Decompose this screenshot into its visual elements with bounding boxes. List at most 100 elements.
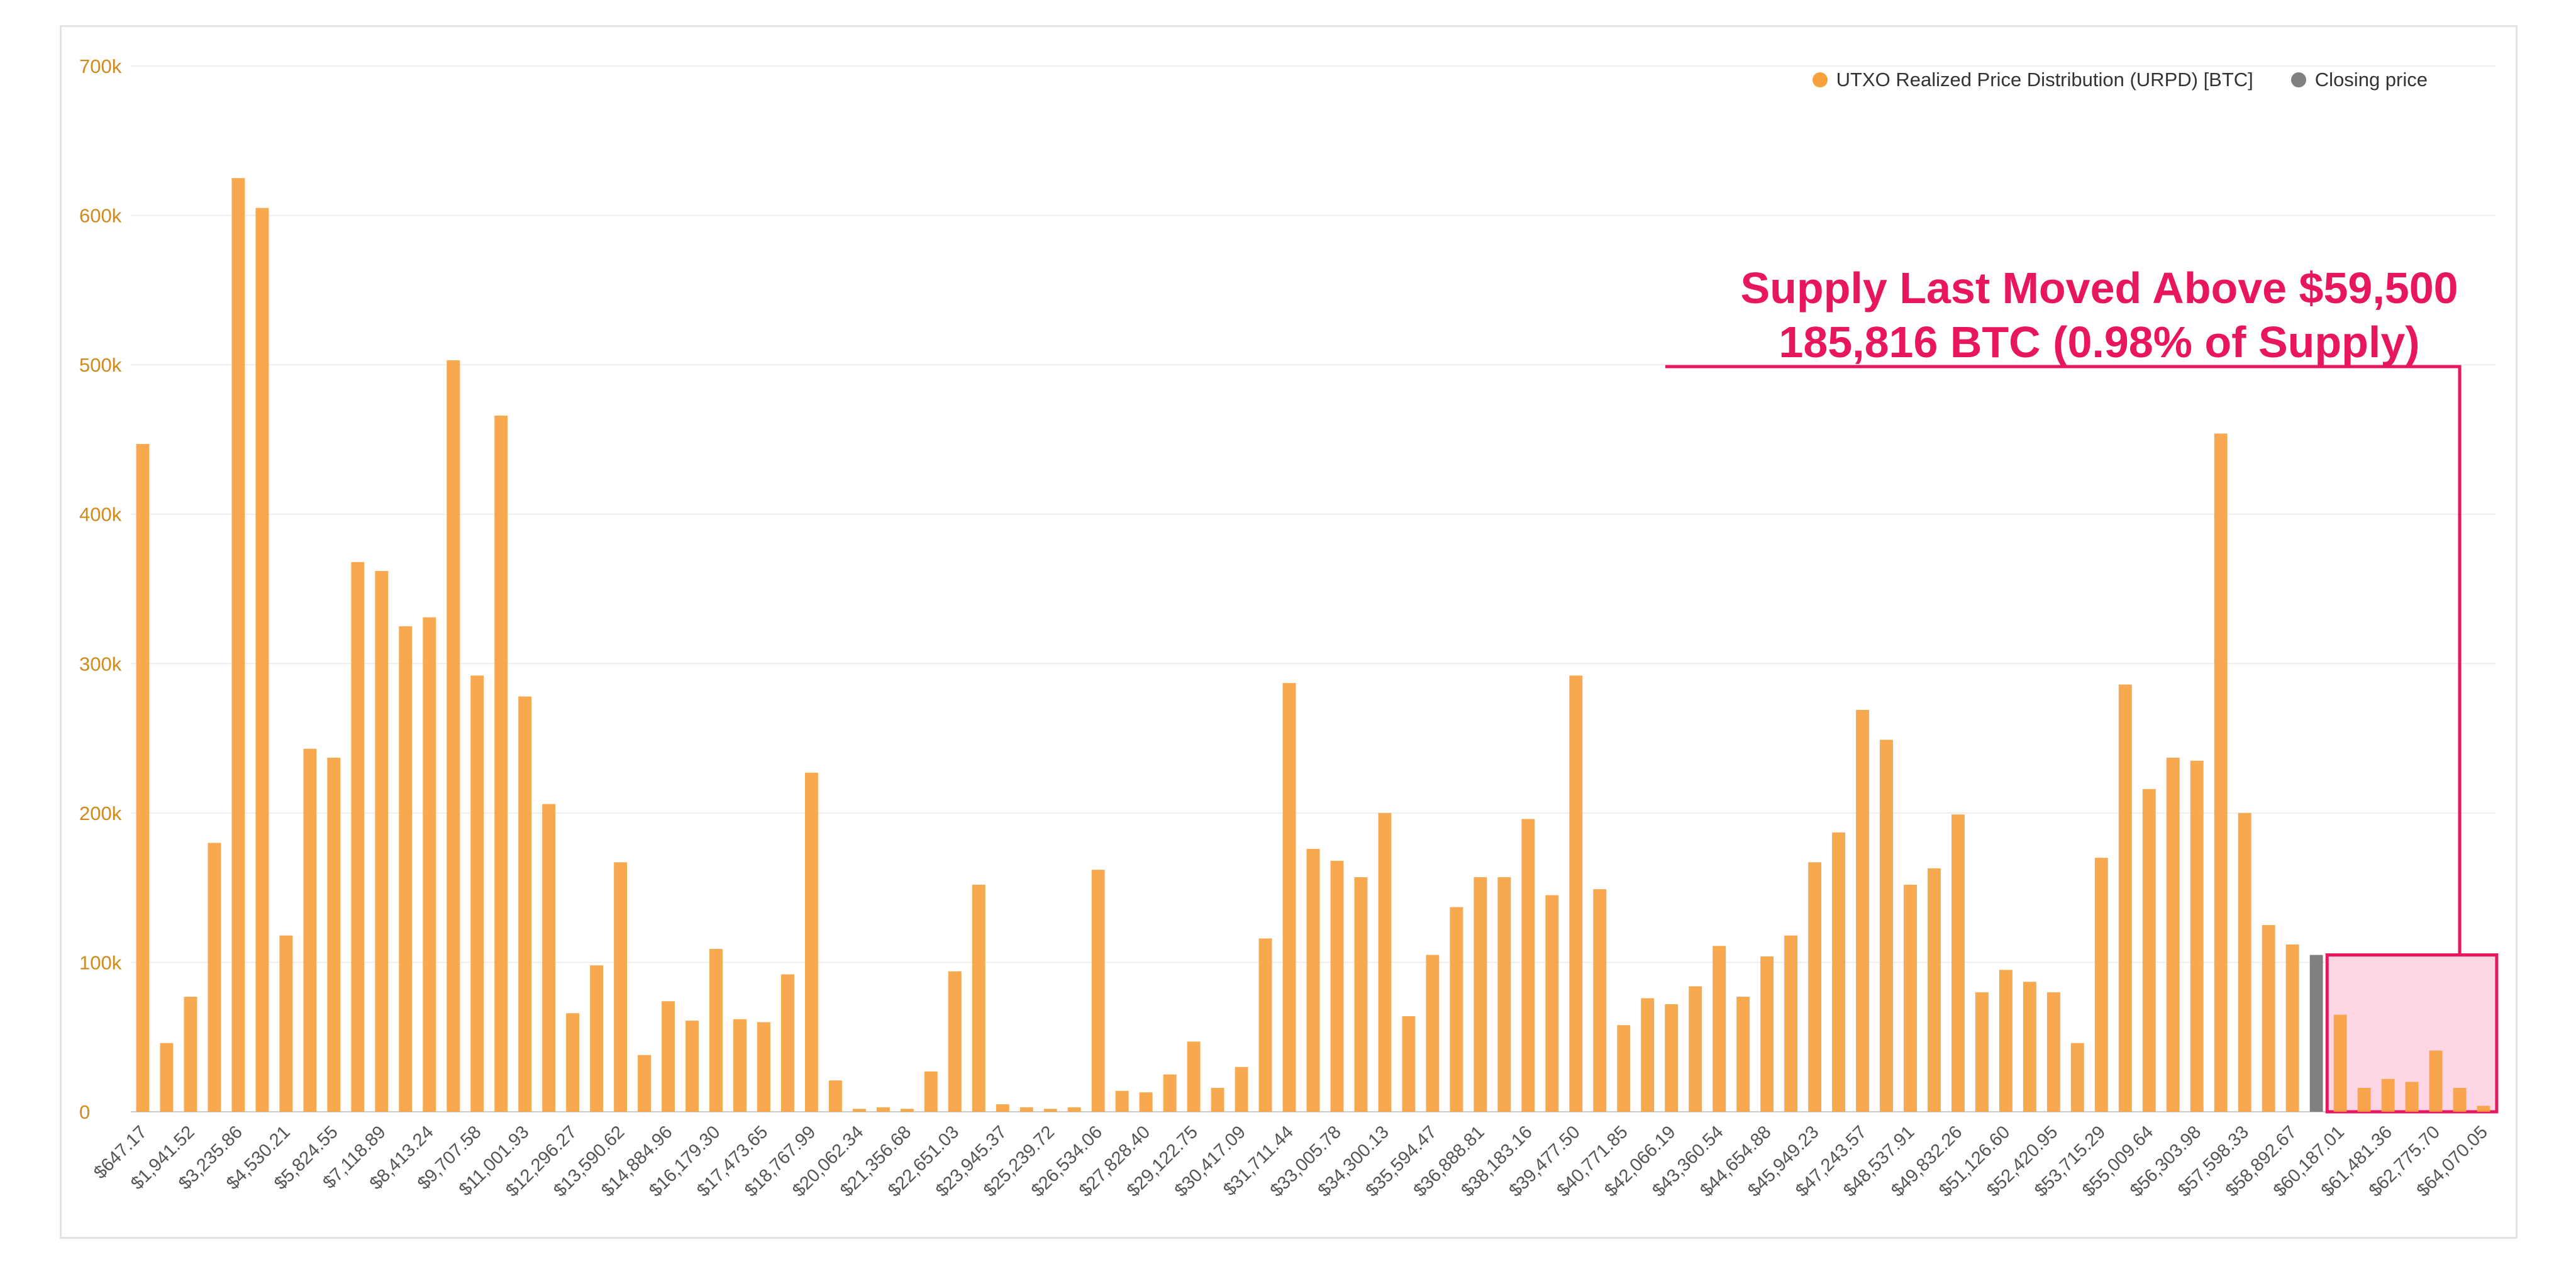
legend-item-urpd[interactable]: UTXO Realized Price Distribution (URPD) …	[1812, 69, 2253, 91]
urpd-bar	[1665, 1004, 1679, 1112]
urpd-bar	[972, 884, 985, 1112]
urpd-bar	[2453, 1087, 2467, 1112]
urpd-bar	[255, 208, 269, 1112]
urpd-bar	[686, 1021, 699, 1112]
callout-layer	[1665, 365, 2462, 955]
urpd-bar	[757, 1022, 770, 1112]
urpd-bar	[614, 862, 628, 1112]
urpd-bar	[1187, 1041, 1201, 1112]
urpd-bar	[1019, 1107, 1033, 1112]
urpd-bar	[542, 804, 556, 1112]
urpd-bar	[1474, 877, 1487, 1112]
urpd-bar	[447, 360, 460, 1112]
urpd-bar	[638, 1055, 652, 1112]
urpd-bar	[1545, 895, 1559, 1112]
urpd-bar	[351, 562, 365, 1112]
urpd-bar	[662, 1001, 675, 1112]
legend-label-closing-price: Closing price	[2314, 69, 2428, 91]
urpd-bar	[709, 949, 723, 1112]
urpd-bar	[876, 1107, 890, 1112]
urpd-bar	[1808, 862, 1822, 1112]
y-tick-label: 200k	[79, 802, 122, 824]
urpd-bar	[327, 757, 341, 1112]
urpd-bar	[1211, 1087, 1224, 1112]
legend-swatch-closing-price	[2290, 72, 2306, 87]
urpd-bar	[2070, 1043, 2084, 1112]
urpd-bar	[1115, 1090, 1129, 1112]
urpd-bar	[900, 1109, 914, 1112]
urpd-bar	[948, 971, 962, 1112]
urpd-bar	[1951, 814, 1965, 1112]
chart-legend: UTXO Realized Price Distribution (URPD) …	[1812, 69, 2428, 91]
urpd-bar	[208, 843, 221, 1112]
urpd-bar	[231, 178, 245, 1112]
urpd-bar	[924, 1071, 938, 1112]
urpd-bar	[1521, 819, 1535, 1112]
urpd-bar	[2190, 760, 2204, 1112]
y-axis: 0 100k 200k 300k 400k 500k 600k 700k	[79, 55, 122, 1123]
urpd-bar	[1617, 1025, 1631, 1112]
urpd-bar	[1402, 1016, 1416, 1112]
urpd-bar	[1378, 812, 1392, 1112]
urpd-bar	[2405, 1082, 2419, 1112]
urpd-bar	[1689, 986, 1702, 1112]
urpd-bar	[2214, 433, 2228, 1112]
urpd-bar	[2238, 812, 2251, 1112]
y-tick-label: 700k	[79, 55, 122, 77]
annotation-line-1: Supply Last Moved Above $59,500	[1740, 263, 2458, 313]
urpd-bar	[852, 1109, 866, 1112]
supply-annotation: Supply Last Moved Above $59,500 185,816 …	[1659, 261, 2540, 369]
urpd-bar	[1354, 877, 1368, 1112]
chart-frame: 0 100k 200k 300k 400k 500k 600k 700k $647.17 $1,…	[60, 25, 2518, 1239]
legend-swatch-urpd	[1812, 72, 1828, 87]
urpd-bar	[1928, 868, 1941, 1112]
urpd-bar	[1330, 860, 1344, 1112]
urpd-bar	[2142, 789, 2156, 1112]
urpd-bar	[1163, 1074, 1177, 1112]
urpd-bar	[375, 570, 389, 1112]
urpd-bar	[2429, 1050, 2443, 1112]
urpd-bar	[1904, 884, 1917, 1112]
y-tick-label: 300k	[79, 653, 122, 675]
urpd-bar	[2023, 982, 2036, 1112]
urpd-bar	[518, 696, 532, 1112]
urpd-bar	[1713, 946, 1726, 1112]
urpd-bar	[1067, 1107, 1081, 1112]
legend-item-closing-price[interactable]: Closing price	[2290, 69, 2428, 91]
urpd-bar	[1426, 955, 1440, 1112]
urpd-bar	[1497, 877, 1511, 1112]
urpd-bar	[2357, 1087, 2371, 1112]
urpd-bar	[566, 1013, 580, 1112]
legend-label-urpd: UTXO Realized Price Distribution (URPD) …	[1836, 69, 2253, 91]
y-tick-label: 0	[79, 1101, 90, 1123]
urpd-bar	[2333, 1014, 2347, 1112]
urpd-bar	[804, 772, 818, 1112]
urpd-bar	[1593, 889, 1607, 1112]
urpd-bar	[1043, 1109, 1057, 1112]
urpd-bar	[303, 748, 317, 1112]
closing-price-bar	[2309, 955, 2323, 1112]
urpd-bar	[423, 617, 436, 1112]
urpd-bar	[136, 444, 150, 1112]
urpd-bar	[2118, 684, 2132, 1112]
urpd-bar	[590, 965, 604, 1112]
urpd-bar	[1856, 709, 1869, 1112]
urpd-bar	[1235, 1067, 1248, 1112]
urpd-bar	[996, 1104, 1009, 1112]
y-tick-label: 500k	[79, 354, 122, 376]
urpd-bar	[2046, 992, 2060, 1112]
urpd-bar	[494, 415, 508, 1112]
urpd-bar	[1784, 935, 1798, 1112]
urpd-bar	[160, 1043, 174, 1112]
urpd-bar	[470, 675, 484, 1112]
y-tick-label: 400k	[79, 504, 122, 526]
y-tick-label: 600k	[79, 205, 122, 227]
urpd-bar	[184, 997, 197, 1112]
urpd-bar	[2381, 1078, 2395, 1112]
urpd-bar	[828, 1080, 842, 1112]
urpd-bar	[781, 974, 794, 1112]
urpd-bar	[1760, 956, 1774, 1112]
urpd-bar	[1091, 870, 1105, 1112]
callout-connector	[1665, 365, 2462, 955]
urpd-bar	[1975, 992, 1989, 1112]
